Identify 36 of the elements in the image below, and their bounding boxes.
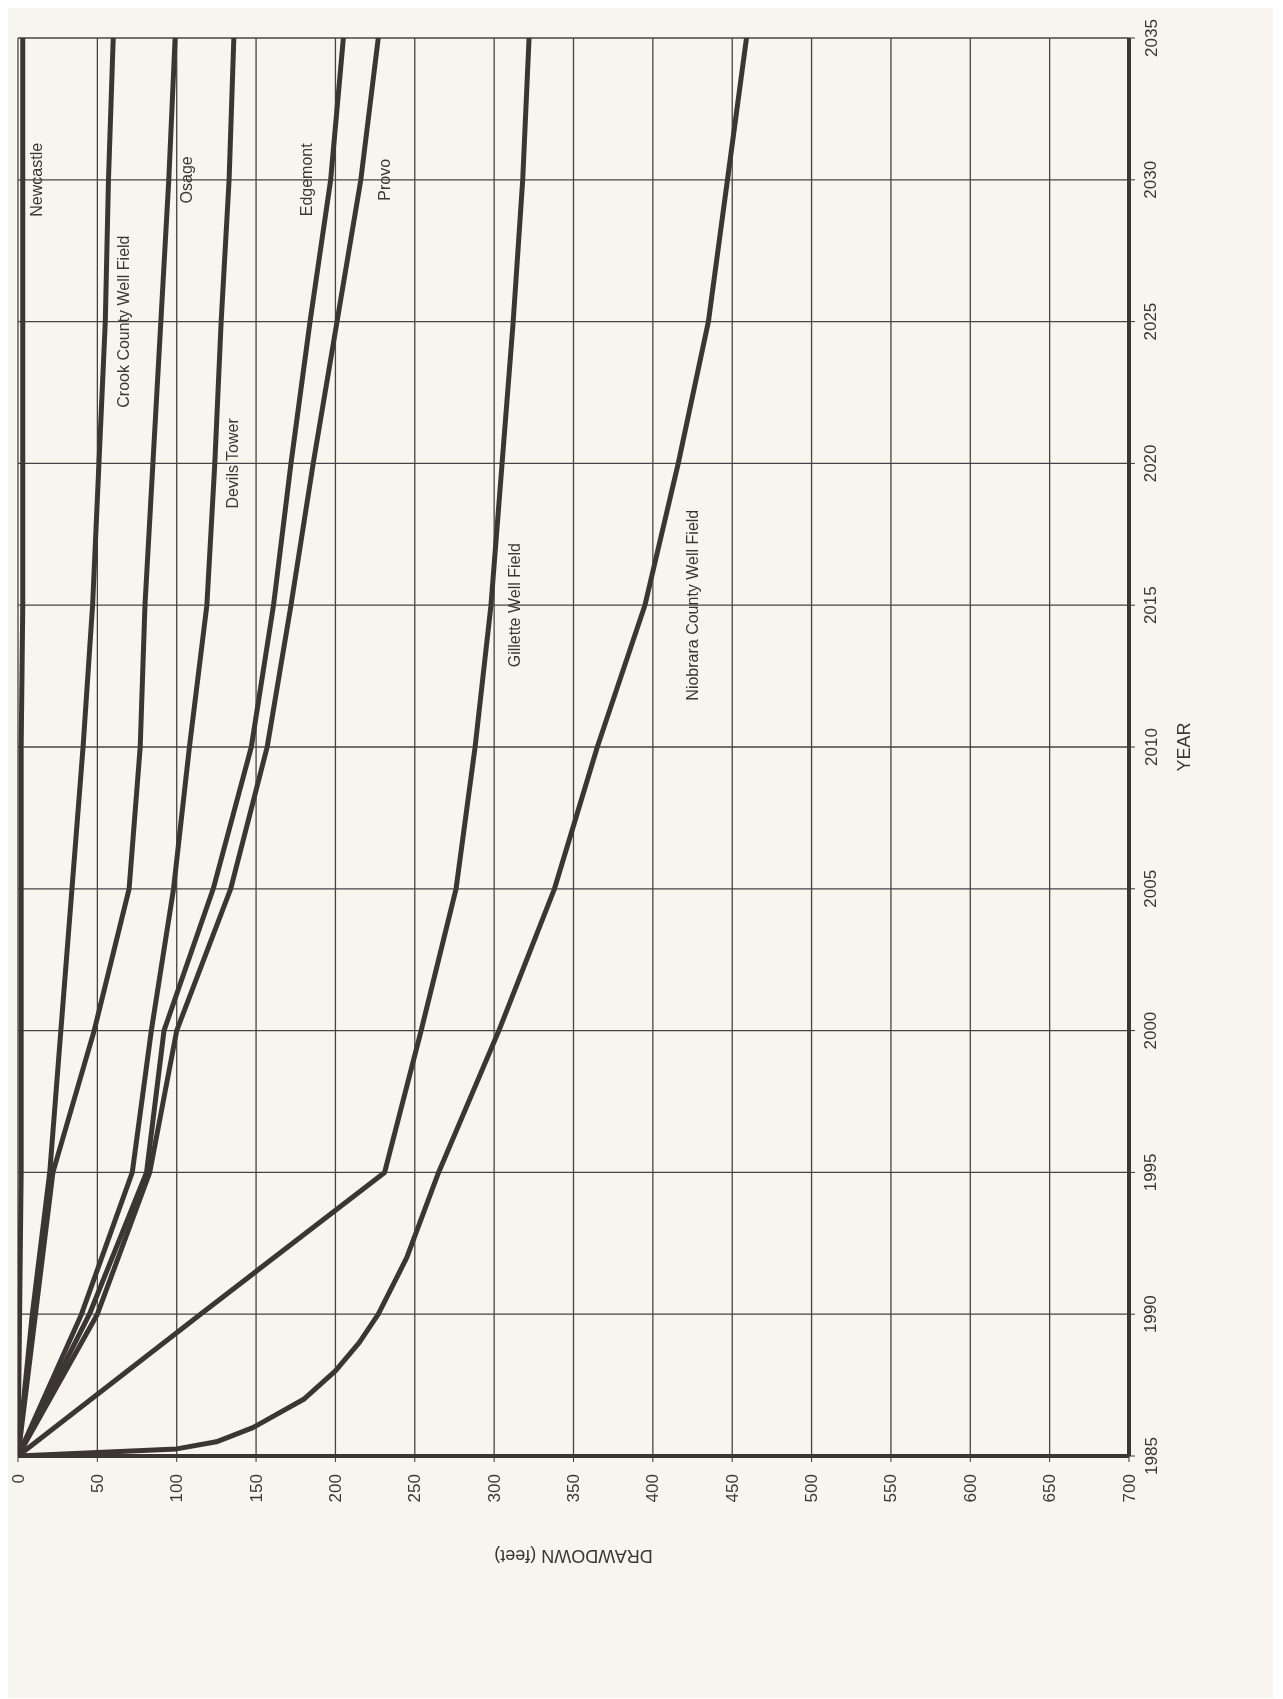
x-tick-label: 250 <box>405 1474 425 1503</box>
x-tick-label: 700 <box>1119 1474 1139 1503</box>
x-tick-label: 350 <box>564 1474 583 1503</box>
text: Crook County Well Field <box>114 235 132 408</box>
text: Provo <box>376 158 394 201</box>
x-tick-label: 150 <box>246 1474 266 1503</box>
x-tick-label: 100 <box>167 1474 187 1503</box>
text: Niobrara County Well Field <box>684 509 702 701</box>
y-tick-label: 2030 <box>1141 160 1161 199</box>
y-tick-label: 1985 <box>1141 1437 1161 1475</box>
x-tick-label: 500 <box>802 1474 822 1503</box>
text: Newcastle <box>28 142 46 217</box>
x-tick-label: 200 <box>325 1474 345 1503</box>
x-tick-label: 550 <box>881 1474 901 1503</box>
y-axis-title: YEAR <box>1174 722 1194 772</box>
y-tick-label: 2010 <box>1141 728 1161 766</box>
x-tick-label: 50 <box>87 1474 107 1493</box>
text: Devils Tower <box>224 417 242 509</box>
x-tick-label: 0 <box>8 1474 28 1484</box>
x-tick-label: 600 <box>960 1474 980 1503</box>
y-tick-label: 2025 <box>1141 302 1161 341</box>
x-tick-label: 300 <box>484 1474 504 1503</box>
y-tick-label: 1995 <box>1141 1153 1161 1192</box>
y-tick-label: 2020 <box>1141 444 1161 483</box>
y-tick-label: 2005 <box>1141 869 1161 908</box>
text: Edgemont <box>298 142 316 217</box>
y-tick-label: 1990 <box>1141 1295 1161 1334</box>
x-tick-label: 650 <box>1040 1474 1060 1503</box>
x-axis-title: DRAWDOWN (feet) <box>494 1546 653 1566</box>
y-tick-label: 2035 <box>1141 19 1161 57</box>
text: Gillette Well Field <box>506 543 524 668</box>
x-tick-label: 450 <box>722 1474 742 1503</box>
text: Osage <box>178 156 196 204</box>
y-tick-label: 2000 <box>1141 1011 1161 1050</box>
x-tick-label: 400 <box>643 1474 663 1503</box>
y-tick-label: 2015 <box>1141 586 1161 625</box>
